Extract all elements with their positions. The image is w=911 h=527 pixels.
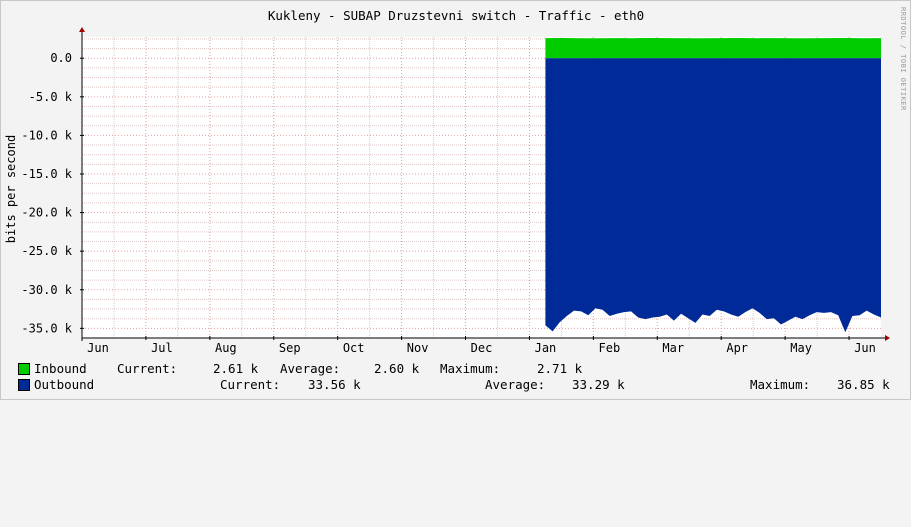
data-areas <box>545 38 881 333</box>
x-tick-label: Jul <box>151 341 173 355</box>
y-tick-label: 0.0 <box>50 51 72 65</box>
x-axis-arrow <box>885 335 890 341</box>
legend-outbound-average: 33.29 k <box>572 377 625 392</box>
x-tick-label: Jan <box>535 341 557 355</box>
x-tick-label: Aug <box>215 341 237 355</box>
x-tick-label: Feb <box>599 341 621 355</box>
y-tick-label: -10.0 k <box>21 128 72 142</box>
legend-inbound-average: 2.60 k <box>374 361 420 376</box>
y-axis-arrow <box>79 27 85 32</box>
legend-outbound-current: 33.56 k <box>308 377 361 392</box>
legend-outbound-average-label: Average: <box>485 377 546 392</box>
legend-inbound-maximum-label: Maximum: <box>440 361 501 376</box>
axes <box>79 27 890 341</box>
legend-outbound-name: Outbound <box>34 377 95 392</box>
y-tick-label: -35.0 k <box>21 321 72 335</box>
legend-outbound-maximum-label: Maximum: <box>750 377 811 392</box>
legend-row-outbound: Outbound Current: 33.56 k Average: 33.29… <box>1 377 910 393</box>
legend-inbound-name: Inbound <box>34 361 87 376</box>
traffic-chart: Kukleny - SUBAP Druzstevni switch - Traf… <box>4 7 907 355</box>
x-tick-label: May <box>790 341 812 355</box>
y-tick-label: -20.0 k <box>21 206 72 220</box>
series-area-inbound <box>545 38 881 59</box>
graph-frame: Kukleny - SUBAP Druzstevni switch - Traf… <box>0 0 911 400</box>
legend-outbound-current-label: Current: <box>220 377 281 392</box>
x-tick-label: Apr <box>726 341 748 355</box>
chart-title: Kukleny - SUBAP Druzstevni switch - Traf… <box>268 8 644 23</box>
x-tick-label: Mar <box>662 341 684 355</box>
legend-inbound-average-label: Average: <box>280 361 341 376</box>
x-tick-label: Jun <box>87 341 109 355</box>
x-tick-label: Sep <box>279 341 301 355</box>
series-area-outbound <box>545 58 881 333</box>
outbound-swatch <box>18 379 30 391</box>
y-tick-label: -30.0 k <box>21 283 72 297</box>
y-tick-label: -25.0 k <box>21 244 72 258</box>
x-tick-label: Nov <box>407 341 429 355</box>
x-tick-label: Oct <box>343 341 365 355</box>
x-tick-label: Jun <box>854 341 876 355</box>
legend-row-inbound: Inbound Current: 2.61 k Average: 2.60 k … <box>1 361 910 377</box>
y-axis-label: bits per second <box>4 135 18 243</box>
legend-inbound-current: 2.61 k <box>213 361 259 376</box>
x-tick-labels: Jun Jul Aug Sep Oct Nov Dec Jan Feb Mar Apr May Jun <box>87 341 876 355</box>
rrdtool-watermark: RRDTOOL / TOBI OETIKER <box>899 7 907 111</box>
legend-inbound-current-label: Current: <box>117 361 178 376</box>
legend: Inbound Current: 2.61 k Average: 2.60 k … <box>1 359 910 399</box>
legend-inbound-maximum: 2.71 k <box>537 361 583 376</box>
inbound-swatch <box>18 363 30 375</box>
y-tick-labels: 0.0 -5.0 k -10.0 k -15.0 k -20.0 k -25.0 k -30… <box>21 51 72 335</box>
legend-outbound-maximum: 36.85 k <box>837 377 890 392</box>
y-tick-label: -15.0 k <box>21 167 72 181</box>
x-tick-label: Dec <box>471 341 493 355</box>
y-tick-label: -5.0 k <box>29 90 73 104</box>
